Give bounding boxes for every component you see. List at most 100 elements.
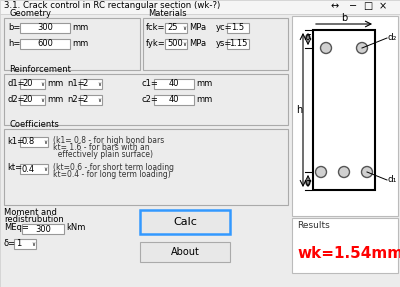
Bar xyxy=(227,39,249,49)
Circle shape xyxy=(338,166,350,177)
Text: 20: 20 xyxy=(22,96,32,104)
Bar xyxy=(20,23,70,33)
Text: MPa: MPa xyxy=(189,38,206,48)
Text: Materials: Materials xyxy=(148,9,187,18)
Text: mm: mm xyxy=(72,22,88,32)
Text: d₁: d₁ xyxy=(387,175,396,185)
Text: ∨: ∨ xyxy=(43,140,47,145)
Text: ∨: ∨ xyxy=(182,42,186,47)
Bar xyxy=(20,79,45,89)
Text: d₂: d₂ xyxy=(387,34,396,42)
Bar xyxy=(4,74,288,125)
Bar xyxy=(20,164,48,174)
Text: MEq=: MEq= xyxy=(4,224,29,232)
Text: 0.8: 0.8 xyxy=(22,137,35,146)
Text: 500: 500 xyxy=(167,40,183,49)
Text: Results: Results xyxy=(297,221,330,230)
Text: 40: 40 xyxy=(169,79,179,88)
Text: kt=: kt= xyxy=(7,164,22,172)
Text: ys=: ys= xyxy=(216,38,232,48)
Text: b: b xyxy=(341,13,347,23)
Text: b=: b= xyxy=(8,22,20,32)
Text: □: □ xyxy=(363,1,373,11)
Text: ∨: ∨ xyxy=(31,242,35,247)
Bar xyxy=(154,95,194,105)
Bar xyxy=(154,79,194,89)
Text: redistrubution: redistrubution xyxy=(4,215,64,224)
Text: kt=0.4 - for long term loading): kt=0.4 - for long term loading) xyxy=(53,170,171,179)
Bar xyxy=(22,224,64,234)
Text: n1=: n1= xyxy=(67,79,85,88)
Bar xyxy=(165,23,187,33)
Circle shape xyxy=(362,166,372,177)
Text: 300: 300 xyxy=(35,224,51,234)
Text: 0.4: 0.4 xyxy=(22,164,35,174)
Text: ∨: ∨ xyxy=(97,82,101,87)
Text: (kt=0.6 - for short term loading: (kt=0.6 - for short term loading xyxy=(53,163,174,172)
Text: 1: 1 xyxy=(16,239,21,249)
Text: ∨: ∨ xyxy=(40,82,44,87)
Text: σ: σ xyxy=(305,32,311,42)
Text: fyk=: fyk= xyxy=(146,38,166,48)
Text: MPa: MPa xyxy=(189,22,206,32)
Bar xyxy=(80,79,102,89)
Text: fck=: fck= xyxy=(146,22,166,32)
Text: c1=: c1= xyxy=(142,79,159,88)
Text: 1.5: 1.5 xyxy=(232,24,244,32)
Text: mm: mm xyxy=(196,94,212,104)
Bar xyxy=(313,30,375,190)
Text: Calc: Calc xyxy=(173,217,197,227)
Text: ∨: ∨ xyxy=(40,98,44,103)
Text: d1=: d1= xyxy=(7,79,25,88)
Text: 40: 40 xyxy=(169,96,179,104)
Bar xyxy=(165,39,187,49)
Text: 2: 2 xyxy=(82,79,87,88)
Text: ∨: ∨ xyxy=(43,167,47,172)
Text: −: − xyxy=(349,1,357,11)
Circle shape xyxy=(320,42,332,53)
Text: mm: mm xyxy=(47,79,63,88)
Text: ×: × xyxy=(379,1,387,11)
Text: Coefficients: Coefficients xyxy=(9,120,59,129)
Text: 300: 300 xyxy=(37,24,53,32)
Bar xyxy=(140,242,230,262)
Text: (k1= 0.8 - for high bond bars: (k1= 0.8 - for high bond bars xyxy=(53,136,164,145)
Bar xyxy=(20,95,45,105)
Bar xyxy=(4,129,288,205)
Text: effectively plain surface): effectively plain surface) xyxy=(53,150,153,159)
Bar xyxy=(292,218,398,273)
Text: c2=: c2= xyxy=(142,94,159,104)
Bar xyxy=(143,18,288,70)
Bar xyxy=(140,210,230,234)
Text: 600: 600 xyxy=(37,40,53,49)
Bar xyxy=(292,16,398,216)
Text: 3.1. Crack control in RC rectangular section (wk-?): 3.1. Crack control in RC rectangular sec… xyxy=(4,1,220,10)
Text: ↔: ↔ xyxy=(331,1,339,11)
Bar xyxy=(227,23,249,33)
Text: h=: h= xyxy=(8,38,20,48)
Text: Moment and: Moment and xyxy=(4,208,57,217)
Text: ∨: ∨ xyxy=(97,98,101,103)
Text: 20: 20 xyxy=(22,79,32,88)
Circle shape xyxy=(356,42,368,53)
Text: k1=: k1= xyxy=(7,137,24,146)
Bar xyxy=(14,239,36,249)
Text: mm: mm xyxy=(72,38,88,48)
Text: d2=: d2= xyxy=(7,94,25,104)
Bar xyxy=(4,18,140,70)
Text: ∨: ∨ xyxy=(182,26,186,31)
Bar xyxy=(20,137,48,147)
Text: mm: mm xyxy=(196,79,212,88)
Text: kNm: kNm xyxy=(66,224,85,232)
Text: n2=: n2= xyxy=(67,94,85,104)
Text: mm: mm xyxy=(47,94,63,104)
Text: yc=: yc= xyxy=(216,22,233,32)
Text: Geometry: Geometry xyxy=(9,9,51,18)
Text: About: About xyxy=(170,247,200,257)
Bar xyxy=(20,39,70,49)
Text: kt= 1.6 - for bars with an: kt= 1.6 - for bars with an xyxy=(53,143,150,152)
Text: σ: σ xyxy=(305,178,311,188)
Text: wk=1.54mm: wk=1.54mm xyxy=(297,247,400,261)
Bar xyxy=(0,0,400,14)
Text: 1.15: 1.15 xyxy=(229,40,247,49)
